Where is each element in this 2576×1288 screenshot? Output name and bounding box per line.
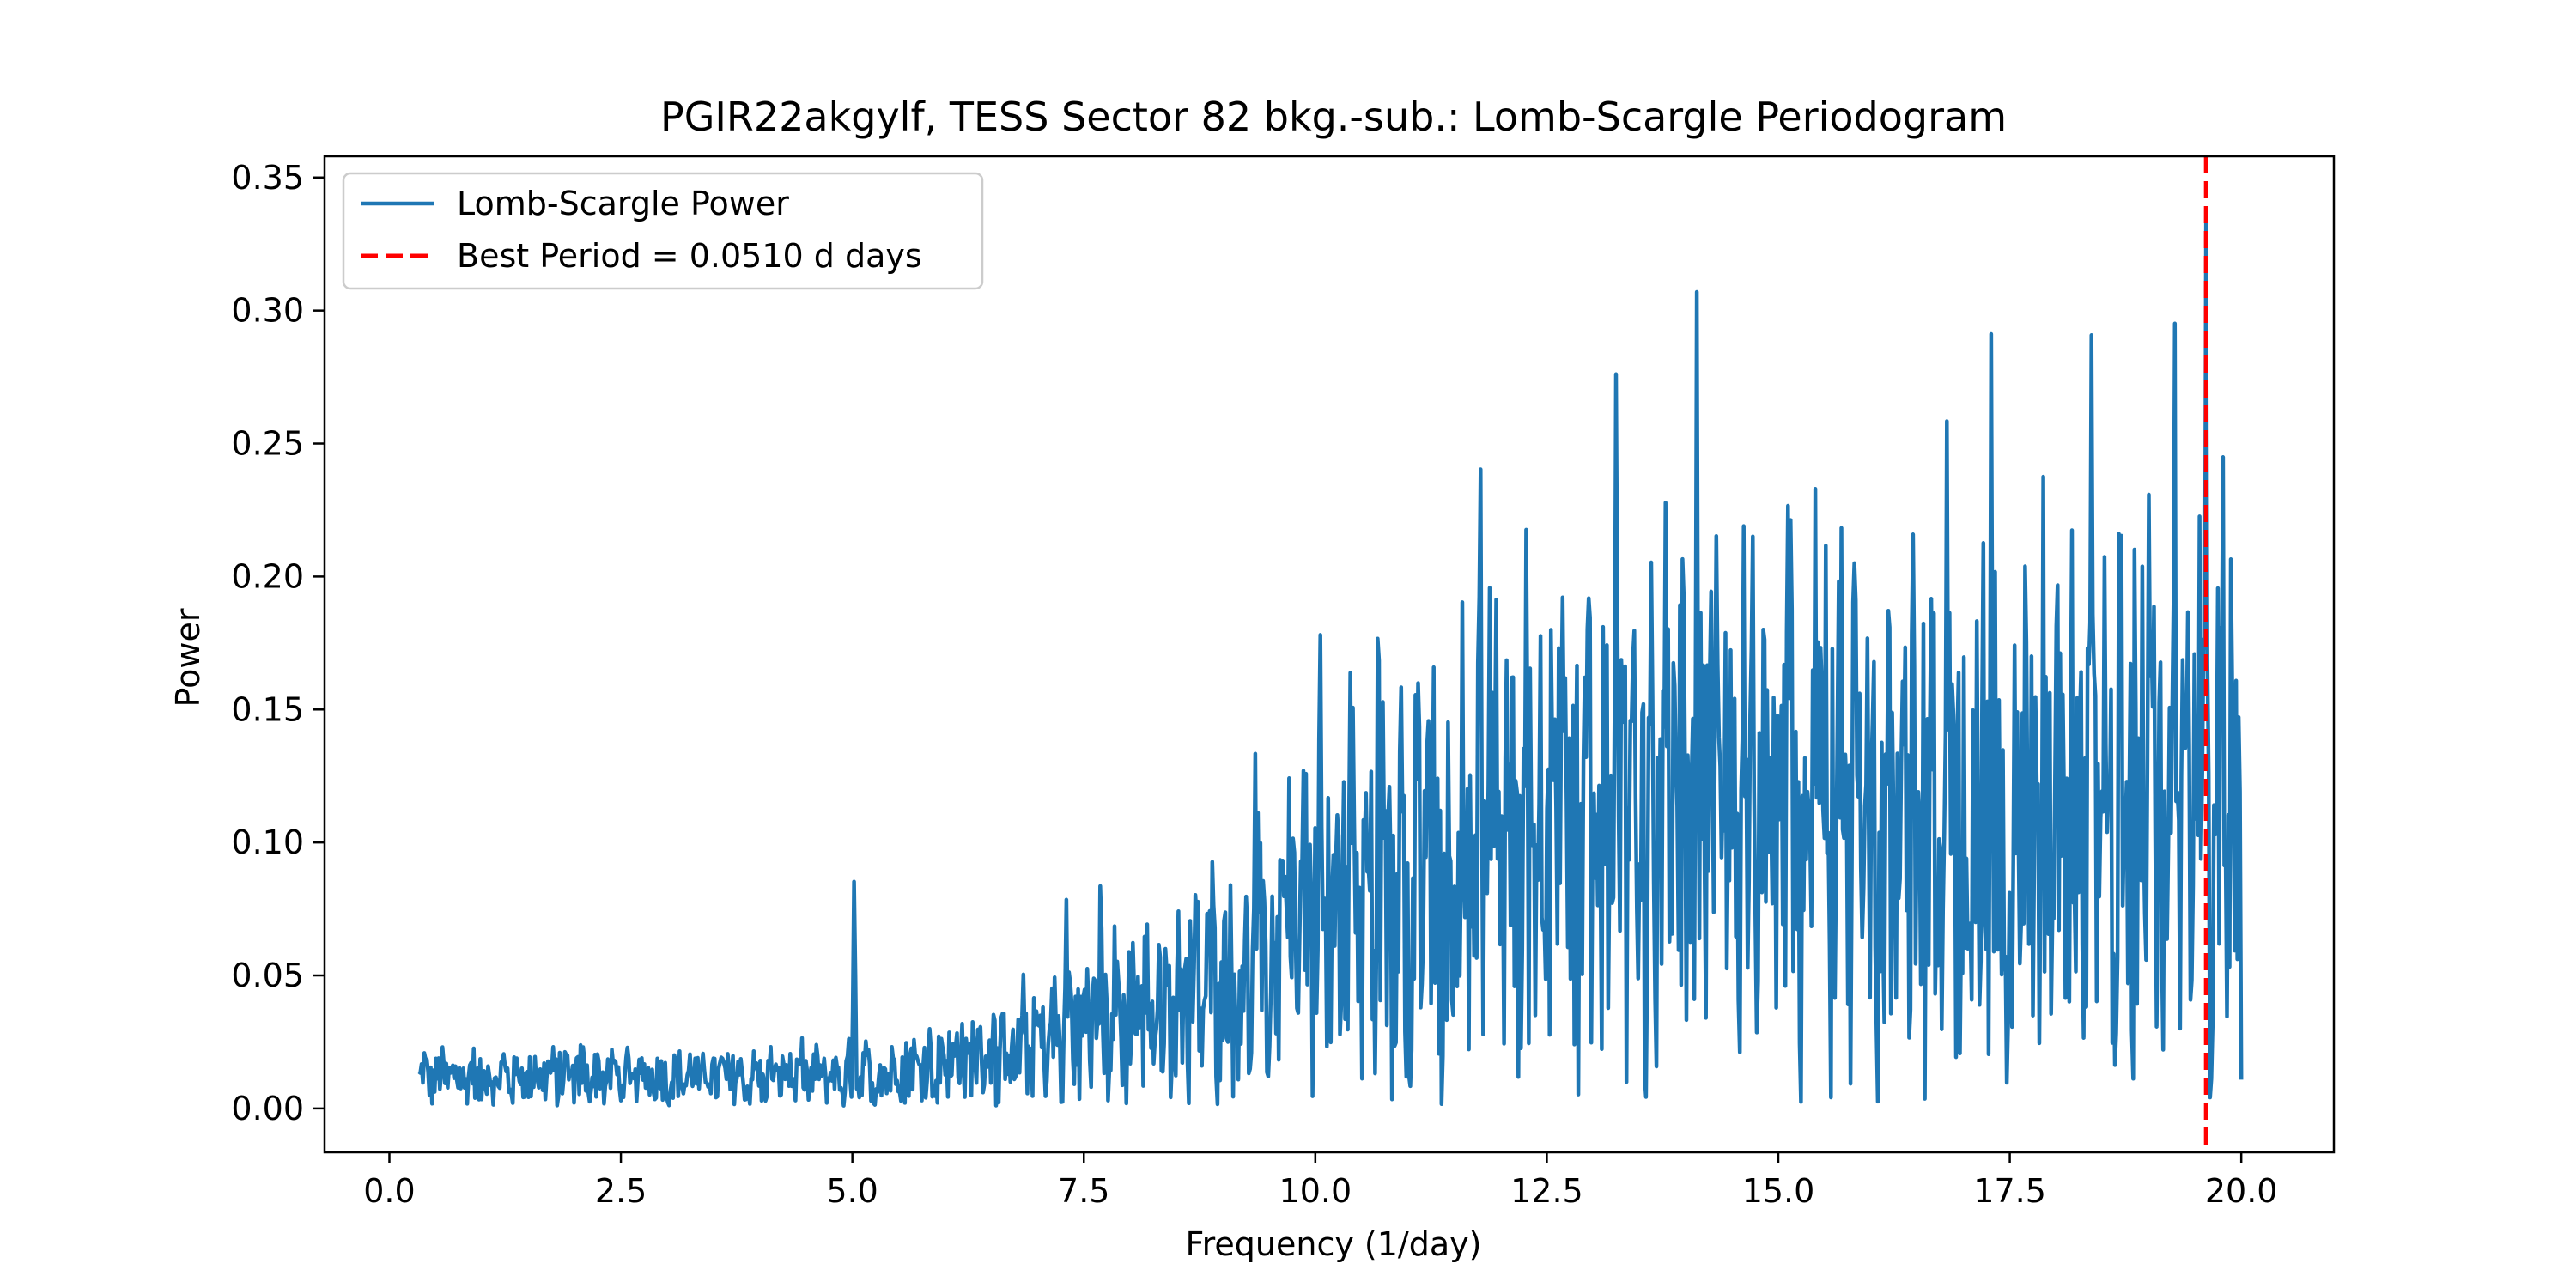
y-axis-label: Power bbox=[169, 608, 207, 707]
x-tick-label: 7.5 bbox=[1058, 1172, 1109, 1210]
x-tick-label: 12.5 bbox=[1510, 1172, 1583, 1210]
x-tick-label: 20.0 bbox=[2205, 1172, 2278, 1210]
y-tick-label: 0.30 bbox=[231, 292, 304, 330]
legend: Lomb-Scargle Power Best Period = 0.0510 d… bbox=[342, 172, 984, 290]
x-tick-label: 17.5 bbox=[1973, 1172, 2046, 1210]
y-tick-label: 0.25 bbox=[231, 425, 304, 463]
x-tick-label: 2.5 bbox=[595, 1172, 647, 1210]
y-tick-label: 0.05 bbox=[231, 957, 304, 994]
plot-area bbox=[323, 155, 2336, 1154]
chart-title: PGIR22akgylf, TESS Sector 82 bkg.-sub.: … bbox=[660, 94, 2007, 140]
y-tick-label: 0.20 bbox=[231, 557, 304, 595]
x-tick-label: 0.0 bbox=[363, 1172, 415, 1210]
series-line-lomb-scargle-power bbox=[417, 207, 2244, 1108]
y-axis: 0.00 0.05 0.10 0.15 0.20 0.25 0.30 0.35 bbox=[231, 159, 325, 1127]
x-tick-label: 15.0 bbox=[1742, 1172, 1815, 1210]
y-tick-label: 0.10 bbox=[231, 823, 304, 861]
x-tick-label: 5.0 bbox=[826, 1172, 878, 1210]
x-tick-label: 10.0 bbox=[1279, 1172, 1352, 1210]
x-axis-label: Frequency (1/day) bbox=[1186, 1225, 1482, 1263]
plot-frame bbox=[323, 155, 2336, 1154]
y-tick-label: 0.15 bbox=[231, 690, 304, 728]
legend-label-best-period: Best Period = 0.0510 d days bbox=[457, 237, 922, 275]
x-axis: 0.0 2.5 5.0 7.5 10.0 12.5 15.0 17.5 20.0 bbox=[363, 1152, 2277, 1210]
legend-label-lomb-scargle-power: Lomb-Scargle Power bbox=[457, 185, 789, 222]
legend-box bbox=[342, 172, 984, 290]
y-tick-label: 0.35 bbox=[231, 159, 304, 197]
y-tick-label: 0.00 bbox=[231, 1090, 304, 1127]
